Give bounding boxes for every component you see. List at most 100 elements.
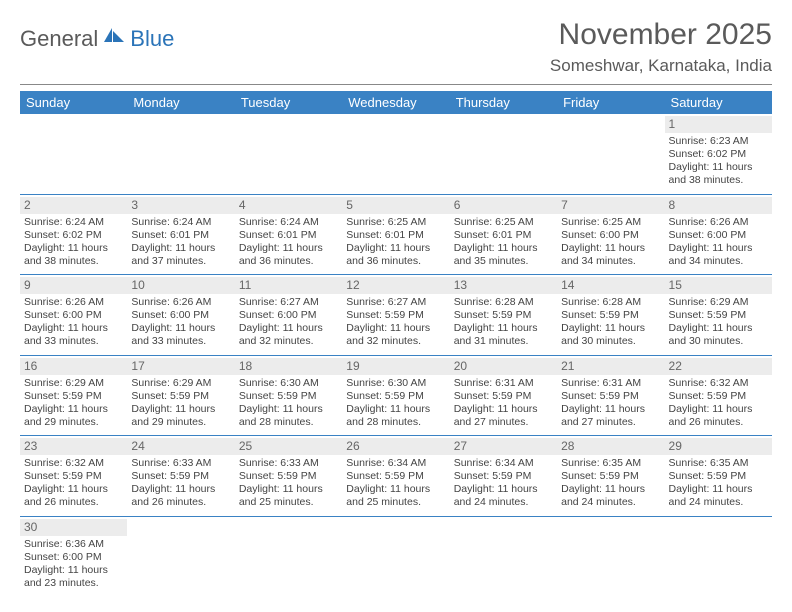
- daylight-line: Daylight: 11 hours and 23 minutes.: [24, 564, 123, 590]
- daylight-line: Daylight: 11 hours and 24 minutes.: [669, 483, 768, 509]
- col-header-friday: Friday: [557, 91, 664, 114]
- day-cell: 18Sunrise: 6:30 AMSunset: 5:59 PMDayligh…: [235, 355, 342, 436]
- sunrise-line: Sunrise: 6:36 AM: [24, 538, 123, 551]
- day-cell: 6Sunrise: 6:25 AMSunset: 6:01 PMDaylight…: [450, 194, 557, 275]
- col-header-saturday: Saturday: [665, 91, 772, 114]
- day-number: 5: [342, 197, 449, 214]
- day-number: 19: [342, 358, 449, 375]
- sunrise-line: Sunrise: 6:33 AM: [131, 457, 230, 470]
- sunrise-line: Sunrise: 6:27 AM: [346, 296, 445, 309]
- flag-icon: [104, 28, 126, 51]
- day-number: 17: [127, 358, 234, 375]
- sunset-line: Sunset: 5:59 PM: [346, 390, 445, 403]
- empty-cell: .: [342, 516, 449, 596]
- day-cell: 8Sunrise: 6:26 AMSunset: 6:00 PMDaylight…: [665, 194, 772, 275]
- day-number: 27: [450, 438, 557, 455]
- day-number: 26: [342, 438, 449, 455]
- day-number: 9: [20, 277, 127, 294]
- page-title: November 2025: [550, 18, 772, 52]
- day-cell: 16Sunrise: 6:29 AMSunset: 5:59 PMDayligh…: [20, 355, 127, 436]
- day-cell: 7Sunrise: 6:25 AMSunset: 6:00 PMDaylight…: [557, 194, 664, 275]
- sunrise-line: Sunrise: 6:26 AM: [131, 296, 230, 309]
- sunset-line: Sunset: 5:59 PM: [24, 390, 123, 403]
- empty-cell: .: [20, 114, 127, 194]
- sunset-line: Sunset: 5:59 PM: [561, 309, 660, 322]
- day-number: 2: [20, 197, 127, 214]
- sunrise-line: Sunrise: 6:26 AM: [669, 216, 768, 229]
- day-cell: 26Sunrise: 6:34 AMSunset: 5:59 PMDayligh…: [342, 436, 449, 517]
- sunset-line: Sunset: 5:59 PM: [669, 309, 768, 322]
- sunrise-line: Sunrise: 6:35 AM: [669, 457, 768, 470]
- daylight-line: Daylight: 11 hours and 27 minutes.: [561, 403, 660, 429]
- daylight-line: Daylight: 11 hours and 27 minutes.: [454, 403, 553, 429]
- sunset-line: Sunset: 5:59 PM: [669, 390, 768, 403]
- day-cell: 17Sunrise: 6:29 AMSunset: 5:59 PMDayligh…: [127, 355, 234, 436]
- day-cell: 30 Sunrise: 6:36 AMSunset: 6:00 PMDayligh…: [20, 516, 127, 596]
- day-number: 8: [665, 197, 772, 214]
- day-cell: 21Sunrise: 6:31 AMSunset: 5:59 PMDayligh…: [557, 355, 664, 436]
- header-row: SundayMondayTuesdayWednesdayThursdayFrid…: [20, 91, 772, 114]
- sunset-line: Sunset: 6:01 PM: [239, 229, 338, 242]
- title-block: November 2025 Someshwar, Karnataka, Indi…: [550, 18, 772, 76]
- week-row: 16Sunrise: 6:29 AMSunset: 5:59 PMDayligh…: [20, 355, 772, 436]
- sunset-line: Sunset: 5:59 PM: [454, 470, 553, 483]
- sunset-line: Sunset: 6:02 PM: [669, 148, 768, 161]
- day-cell: 4Sunrise: 6:24 AMSunset: 6:01 PMDaylight…: [235, 194, 342, 275]
- day-number: 30: [20, 519, 127, 536]
- day-number: 3: [127, 197, 234, 214]
- sunrise-line: Sunrise: 6:25 AM: [561, 216, 660, 229]
- daylight-line: Daylight: 11 hours and 26 minutes.: [669, 403, 768, 429]
- empty-cell: .: [127, 114, 234, 194]
- day-cell: 15Sunrise: 6:29 AMSunset: 5:59 PMDayligh…: [665, 275, 772, 356]
- sunset-line: Sunset: 6:01 PM: [131, 229, 230, 242]
- daylight-line: Daylight: 11 hours and 32 minutes.: [346, 322, 445, 348]
- day-cell: 27Sunrise: 6:34 AMSunset: 5:59 PMDayligh…: [450, 436, 557, 517]
- day-number: 29: [665, 438, 772, 455]
- daylight-line: Daylight: 11 hours and 33 minutes.: [24, 322, 123, 348]
- daylight-line: Daylight: 11 hours and 37 minutes.: [131, 242, 230, 268]
- sunrise-line: Sunrise: 6:31 AM: [561, 377, 660, 390]
- sunset-line: Sunset: 6:00 PM: [669, 229, 768, 242]
- sunrise-line: Sunrise: 6:34 AM: [346, 457, 445, 470]
- location-subtitle: Someshwar, Karnataka, India: [550, 56, 772, 76]
- sunset-line: Sunset: 5:59 PM: [239, 470, 338, 483]
- day-number: 14: [557, 277, 664, 294]
- sunrise-line: Sunrise: 6:29 AM: [669, 296, 768, 309]
- sunset-line: Sunset: 5:59 PM: [346, 309, 445, 322]
- day-number: 1: [665, 116, 772, 133]
- empty-cell: .: [235, 516, 342, 596]
- empty-cell: .: [450, 516, 557, 596]
- sunset-line: Sunset: 6:01 PM: [454, 229, 553, 242]
- day-cell: 20Sunrise: 6:31 AMSunset: 5:59 PMDayligh…: [450, 355, 557, 436]
- sunset-line: Sunset: 6:00 PM: [239, 309, 338, 322]
- header: General Blue November 2025 Someshwar, Ka…: [20, 18, 772, 76]
- sunset-line: Sunset: 6:02 PM: [24, 229, 123, 242]
- week-row: ......1Sunrise: 6:23 AMSunset: 6:02 PMDa…: [20, 114, 772, 194]
- day-number: 21: [557, 358, 664, 375]
- day-cell: 5Sunrise: 6:25 AMSunset: 6:01 PMDaylight…: [342, 194, 449, 275]
- day-number: 10: [127, 277, 234, 294]
- sunset-line: Sunset: 6:00 PM: [24, 551, 123, 564]
- day-number: 16: [20, 358, 127, 375]
- day-cell: 28Sunrise: 6:35 AMSunset: 5:59 PMDayligh…: [557, 436, 664, 517]
- day-cell: 2Sunrise: 6:24 AMSunset: 6:02 PMDaylight…: [20, 194, 127, 275]
- day-cell: 14 Sunrise: 6:28 AMSunset: 5:59 PMDayligh…: [557, 275, 664, 356]
- daylight-line: Daylight: 11 hours and 24 minutes.: [454, 483, 553, 509]
- sunrise-line: Sunrise: 6:28 AM: [561, 296, 660, 309]
- col-header-thursday: Thursday: [450, 91, 557, 114]
- day-number: 7: [557, 197, 664, 214]
- sunrise-line: Sunrise: 6:24 AM: [24, 216, 123, 229]
- sunset-line: Sunset: 5:59 PM: [561, 470, 660, 483]
- sunset-line: Sunset: 6:00 PM: [561, 229, 660, 242]
- daylight-line: Daylight: 11 hours and 35 minutes.: [454, 242, 553, 268]
- day-cell: 11Sunrise: 6:27 AMSunset: 6:00 PMDayligh…: [235, 275, 342, 356]
- sunrise-line: Sunrise: 6:28 AM: [454, 296, 553, 309]
- daylight-line: Daylight: 11 hours and 30 minutes.: [561, 322, 660, 348]
- week-row: 23Sunrise: 6:32 AMSunset: 5:59 PMDayligh…: [20, 436, 772, 517]
- empty-cell: .: [235, 114, 342, 194]
- daylight-line: Daylight: 11 hours and 28 minutes.: [239, 403, 338, 429]
- empty-cell: .: [450, 114, 557, 194]
- day-cell: 19Sunrise: 6:30 AMSunset: 5:59 PMDayligh…: [342, 355, 449, 436]
- day-number: 25: [235, 438, 342, 455]
- empty-cell: .: [557, 516, 664, 596]
